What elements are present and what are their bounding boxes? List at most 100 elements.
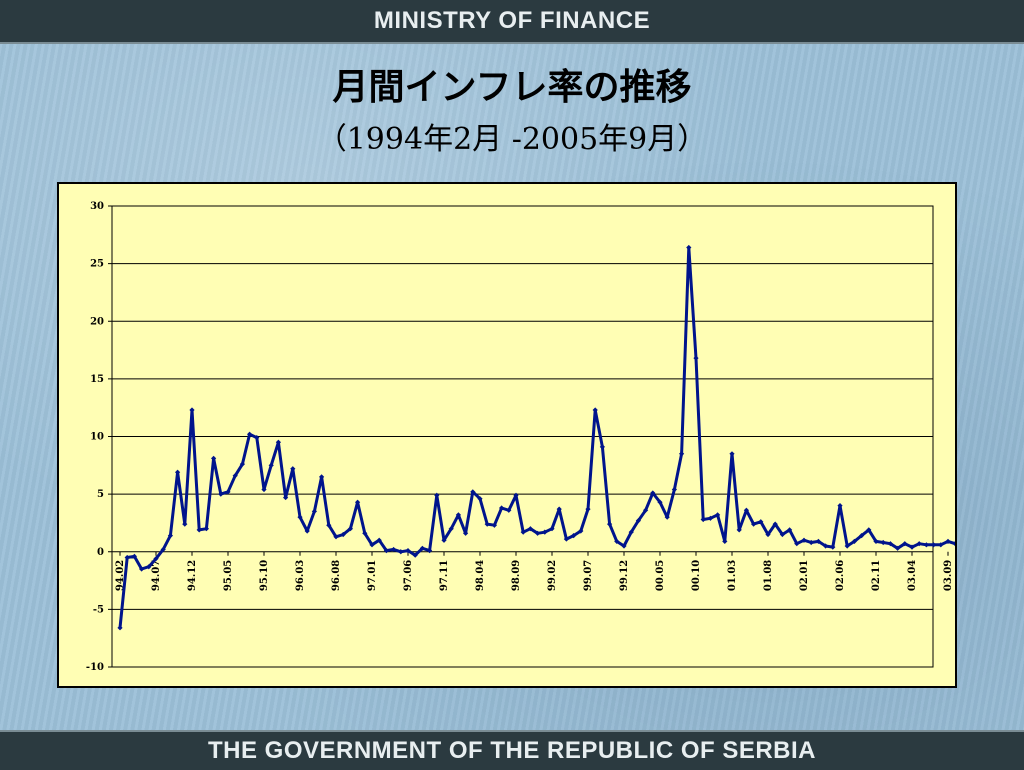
x-tick-label: 03.09	[943, 560, 954, 591]
data-point	[945, 538, 951, 544]
y-tick-label: 5	[97, 489, 104, 500]
data-point	[556, 506, 562, 512]
data-point	[779, 531, 785, 538]
data-point	[571, 533, 577, 539]
x-tick-label: 98.09	[511, 560, 522, 591]
data-point	[700, 516, 706, 523]
data-point	[175, 469, 181, 475]
x-tick-label: 99.12	[619, 560, 630, 591]
x-tick-label: 02.01	[799, 560, 810, 591]
data-point	[477, 496, 483, 502]
y-tick-label: 20	[90, 316, 104, 327]
data-point	[225, 489, 231, 495]
data-point	[952, 541, 955, 547]
data-point	[290, 466, 296, 472]
y-tick-label: 30	[90, 201, 104, 212]
data-point	[837, 503, 843, 509]
x-tick-label: 95.10	[259, 560, 270, 591]
data-point	[578, 528, 584, 534]
data-point	[513, 492, 519, 498]
data-point	[383, 547, 389, 554]
x-tick-label: 94.12	[187, 560, 198, 591]
data-point	[427, 547, 433, 554]
y-tick-label: 0	[97, 547, 104, 558]
data-point	[866, 527, 872, 533]
data-point	[592, 407, 598, 413]
x-tick-label: 97.11	[439, 560, 450, 591]
data-point	[823, 543, 829, 549]
data-point	[319, 474, 325, 480]
data-point	[398, 549, 404, 555]
data-point	[218, 491, 224, 497]
data-point	[815, 538, 821, 544]
data-point	[333, 534, 339, 540]
y-tick-label: 25	[90, 259, 104, 270]
y-tick-label: 15	[90, 374, 104, 385]
data-point	[434, 492, 440, 498]
data-point	[470, 489, 476, 495]
data-point	[614, 538, 620, 544]
data-point	[160, 546, 166, 553]
data-point	[124, 554, 130, 561]
data-point	[484, 521, 490, 527]
data-point	[751, 521, 757, 527]
data-point	[369, 542, 375, 548]
data-point	[743, 507, 749, 513]
data-point	[607, 521, 613, 527]
data-point	[340, 531, 346, 538]
data-point	[131, 553, 137, 559]
data-point	[707, 515, 713, 521]
data-point	[650, 490, 656, 496]
data-point	[405, 547, 411, 554]
x-tick-label: 96.08	[331, 560, 342, 591]
data-point	[455, 512, 461, 518]
chart-panel: 30 25 20 15 10 5 0 -5 -10 94.02 94.07 94.12 95.05 95…	[57, 182, 957, 688]
x-tick-label: 97.01	[367, 560, 378, 591]
inflation-series-line	[118, 246, 955, 628]
data-point	[830, 544, 836, 550]
data-point	[643, 507, 649, 513]
x-tick-label: 99.02	[547, 560, 558, 591]
data-point	[729, 451, 735, 457]
data-point	[801, 537, 807, 543]
x-tick-label: 02.11	[871, 560, 882, 591]
x-tick-label: 94.07	[151, 560, 162, 591]
data-point	[938, 542, 944, 548]
data-point	[239, 461, 245, 467]
slide-subtitle: （1994年2月 -2005年9月）	[316, 122, 708, 157]
data-point	[491, 522, 497, 528]
x-tick-label: 02.06	[835, 560, 846, 591]
data-point	[542, 529, 548, 535]
data-point	[664, 514, 670, 520]
x-tick-label: 00.10	[691, 560, 702, 591]
y-tick-label: -10	[86, 662, 104, 673]
footer-text: THE GOVERNMENT OF THE REPUBLIC OF SERBIA	[207, 737, 817, 764]
data-point	[326, 522, 332, 528]
data-point	[765, 531, 771, 538]
data-point	[448, 526, 454, 532]
data-point	[916, 541, 922, 547]
data-point	[412, 552, 418, 558]
x-tick-label: 00.05	[655, 560, 666, 591]
data-point	[715, 512, 721, 518]
data-point	[441, 537, 447, 543]
data-point	[931, 542, 937, 548]
x-tick-label: 01.08	[763, 560, 774, 591]
data-point	[391, 546, 397, 553]
x-tick-label: 98.04	[475, 560, 486, 591]
data-point	[146, 564, 152, 570]
data-point	[787, 527, 793, 533]
data-point	[232, 473, 238, 479]
data-point	[268, 462, 274, 468]
data-point	[808, 539, 814, 546]
data-point	[758, 519, 764, 525]
data-point	[635, 518, 641, 524]
data-point	[887, 541, 893, 547]
data-point	[844, 543, 850, 549]
data-point	[772, 521, 778, 527]
data-point	[211, 455, 217, 461]
data-point	[902, 541, 908, 547]
y-tick-label: 10	[90, 432, 104, 443]
data-point	[153, 556, 159, 562]
data-point	[376, 537, 382, 543]
